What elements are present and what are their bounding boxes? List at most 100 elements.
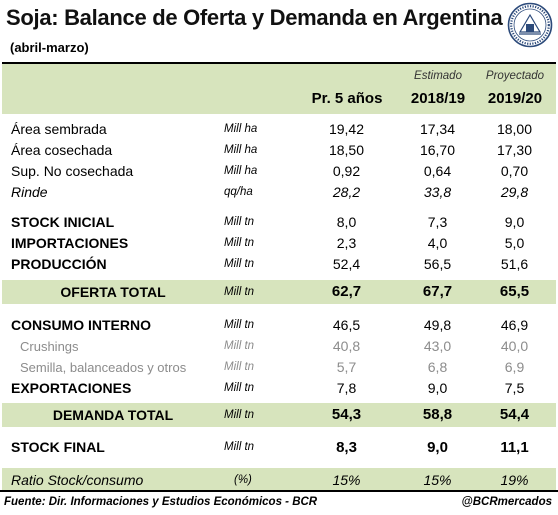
row-label: STOCK INICIAL [11, 214, 115, 230]
table-row-ratio: Ratio Stock/consumo (%) 15% 15% 19% [2, 468, 556, 492]
row-value: 16,70 [419, 142, 456, 158]
table-row: Crushings Mill tn 40,8 43,0 40,0 [2, 336, 556, 357]
row-unit: (%) [234, 474, 252, 486]
table-row-stock-final: STOCK FINAL Mill tn 8,3 9,0 11,1 [2, 437, 556, 458]
balance-table: Pr. 5 años Estimado 2018/19 Proyectado 2… [2, 62, 556, 492]
row-value: 5,0 [504, 235, 525, 251]
row-value: 7,8 [336, 380, 357, 396]
source-note: Fuente: Dir. Informaciones y Estudios Ec… [4, 496, 318, 508]
header-column: Pr. 5 años [311, 90, 383, 107]
row-value: 17,34 [419, 121, 456, 137]
row-value: 9,0 [427, 380, 448, 396]
row-label: EXPORTACIONES [11, 380, 132, 396]
row-unit: Mill tn [224, 319, 255, 331]
row-unit: Mill tn [224, 286, 255, 298]
row-unit: qq/ha [224, 186, 253, 198]
row-value: 58,8 [422, 406, 453, 423]
row-value: 54,3 [331, 406, 362, 423]
table-row: Sup. No cosechada Mill ha 0,92 0,64 0,70 [2, 161, 556, 182]
table-row: EXPORTACIONES Mill tn 7,8 9,0 7,5 [2, 378, 556, 399]
row-value: 54,4 [499, 406, 530, 423]
row-value: 46,9 [500, 317, 529, 333]
row-label: STOCK FINAL [11, 439, 105, 455]
row-label: Sup. No cosechada [11, 163, 134, 179]
row-label: OFERTA TOTAL [60, 284, 166, 300]
row-unit: Mill tn [224, 216, 255, 228]
header-note: Proyectado [485, 70, 545, 82]
row-label: Área sembrada [11, 121, 107, 137]
footer: Fuente: Dir. Informaciones y Estudios Ec… [0, 490, 558, 515]
row-value: 56,5 [423, 256, 452, 272]
table-row: STOCK INICIAL Mill tn 8,0 7,3 9,0 [2, 212, 556, 233]
row-label: Semilla, balanceados y otros [20, 360, 187, 375]
row-label: Área cosechada [11, 142, 113, 158]
row-label: DEMANDA TOTAL [52, 407, 174, 423]
row-label: Crushings [20, 339, 79, 354]
row-value: 0,92 [332, 163, 361, 179]
row-label: IMPORTACIONES [11, 235, 129, 251]
row-value: 18,00 [496, 121, 533, 137]
row-value: 19,42 [328, 121, 365, 137]
header-column: 2019/20 [487, 90, 543, 107]
row-value: 46,5 [332, 317, 361, 333]
row-unit: Mill tn [224, 361, 255, 373]
row-value: 40,0 [500, 338, 529, 354]
row-value: 15% [332, 472, 361, 488]
row-label: CONSUMO INTERNO [11, 317, 151, 333]
row-unit: Mill tn [224, 382, 255, 394]
row-value: 6,9 [504, 359, 525, 375]
row-value: 4,0 [427, 235, 448, 251]
row-value: 0,64 [423, 163, 452, 179]
row-value: 62,7 [331, 283, 362, 300]
row-unit: Mill tn [224, 237, 255, 249]
row-value: 11,1 [500, 439, 529, 456]
row-unit: Mill tn [224, 340, 255, 352]
row-value: 65,5 [499, 283, 530, 300]
table-row: IMPORTACIONES Mill tn 2,3 4,0 5,0 [2, 233, 556, 254]
row-label: Rinde [11, 184, 48, 200]
row-value: 2,3 [336, 235, 357, 251]
row-unit: Mill tn [224, 258, 255, 270]
row-value: 8,3 [336, 439, 357, 456]
row-value: 7,3 [427, 214, 448, 230]
row-value: 7,5 [504, 380, 525, 396]
row-value: 29,8 [500, 184, 529, 200]
header-note: Estimado [414, 70, 462, 82]
row-value: 49,8 [423, 317, 452, 333]
table-row: Rinde qq/ha 28,2 33,8 29,8 [2, 182, 556, 203]
row-unit: Mill ha [224, 123, 258, 135]
row-unit: Mill tn [224, 409, 255, 421]
table-row: Área sembrada Mill ha 19,42 17,34 18,00 [2, 119, 556, 140]
row-value: 28,2 [332, 184, 361, 200]
row-label: Ratio Stock/consumo [11, 472, 144, 488]
row-value: 43,0 [423, 338, 452, 354]
bcr-seal-icon [507, 2, 553, 48]
table-row: Área cosechada Mill ha 18,50 16,70 17,30 [2, 140, 556, 161]
page-subtitle: (abril-marzo) [10, 40, 89, 55]
row-value: 9,0 [504, 214, 525, 230]
row-unit: Mill tn [224, 441, 255, 453]
row-value: 17,30 [496, 142, 533, 158]
row-unit: Mill ha [224, 144, 258, 156]
row-value: 40,8 [332, 338, 361, 354]
row-label: PRODUCCIÓN [11, 256, 107, 272]
total-row-demanda: DEMANDA TOTAL Mill tn 54,3 58,8 54,4 [2, 403, 556, 427]
header-column: 2018/19 [410, 90, 466, 107]
row-value: 6,8 [427, 359, 448, 375]
row-value: 33,8 [423, 184, 452, 200]
table-header: Pr. 5 años Estimado 2018/19 Proyectado 2… [2, 64, 556, 114]
row-value: 18,50 [328, 142, 365, 158]
row-unit: Mill ha [224, 165, 258, 177]
row-value: 15% [423, 472, 452, 488]
row-value: 0,70 [500, 163, 529, 179]
row-value: 9,0 [427, 439, 448, 456]
table-row: PRODUCCIÓN Mill tn 52,4 56,5 51,6 [2, 254, 556, 275]
page-title: Soja: Balance de Oferta y Demanda en Arg… [6, 5, 503, 30]
row-value: 67,7 [422, 283, 453, 300]
row-value: 19% [500, 472, 529, 488]
row-value: 8,0 [336, 214, 357, 230]
row-value: 5,7 [336, 359, 357, 375]
total-row-oferta: OFERTA TOTAL Mill tn 62,7 67,7 65,5 [2, 280, 556, 304]
table-row: CONSUMO INTERNO Mill tn 46,5 49,8 46,9 [2, 315, 556, 336]
row-value: 51,6 [500, 256, 529, 272]
